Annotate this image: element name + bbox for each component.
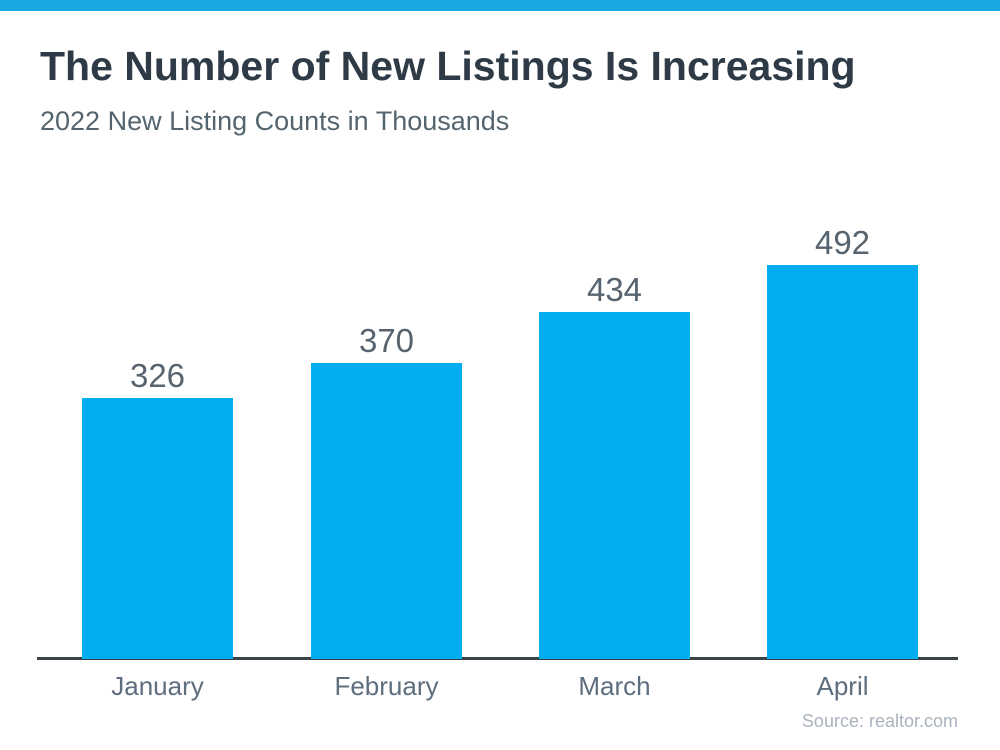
x-axis-tick-label-april: April <box>816 671 869 701</box>
bar-rect-january <box>82 398 233 659</box>
bar-value-label: 370 <box>358 322 415 359</box>
bar-february: 370 <box>311 324 462 659</box>
x-axis-tick-label-february: February <box>334 671 439 701</box>
top-accent-strip <box>0 0 1000 11</box>
source-attribution: Source: realtor.com <box>801 711 958 731</box>
bar-rect-march <box>539 311 690 659</box>
x-axis-tick-label-march: March <box>578 671 651 701</box>
bar-january: 326 <box>82 359 233 659</box>
bar-value-label: 492 <box>814 224 871 262</box>
x-axis-line <box>37 657 958 660</box>
bar-rect-april <box>767 265 918 659</box>
bar-march: 434 <box>539 273 690 659</box>
chart-subtitle: 2022 New Listing Counts in Thousands <box>40 106 510 136</box>
bar-april: 492 <box>767 226 918 659</box>
bar-value-label: 434 <box>586 270 643 308</box>
x-axis-tick-label-january: January <box>111 671 204 701</box>
bar-value-label: 326 <box>129 357 186 395</box>
bar-rect-february <box>311 363 462 659</box>
chart-title: The Number of New Listings Is Increasing <box>40 43 856 89</box>
